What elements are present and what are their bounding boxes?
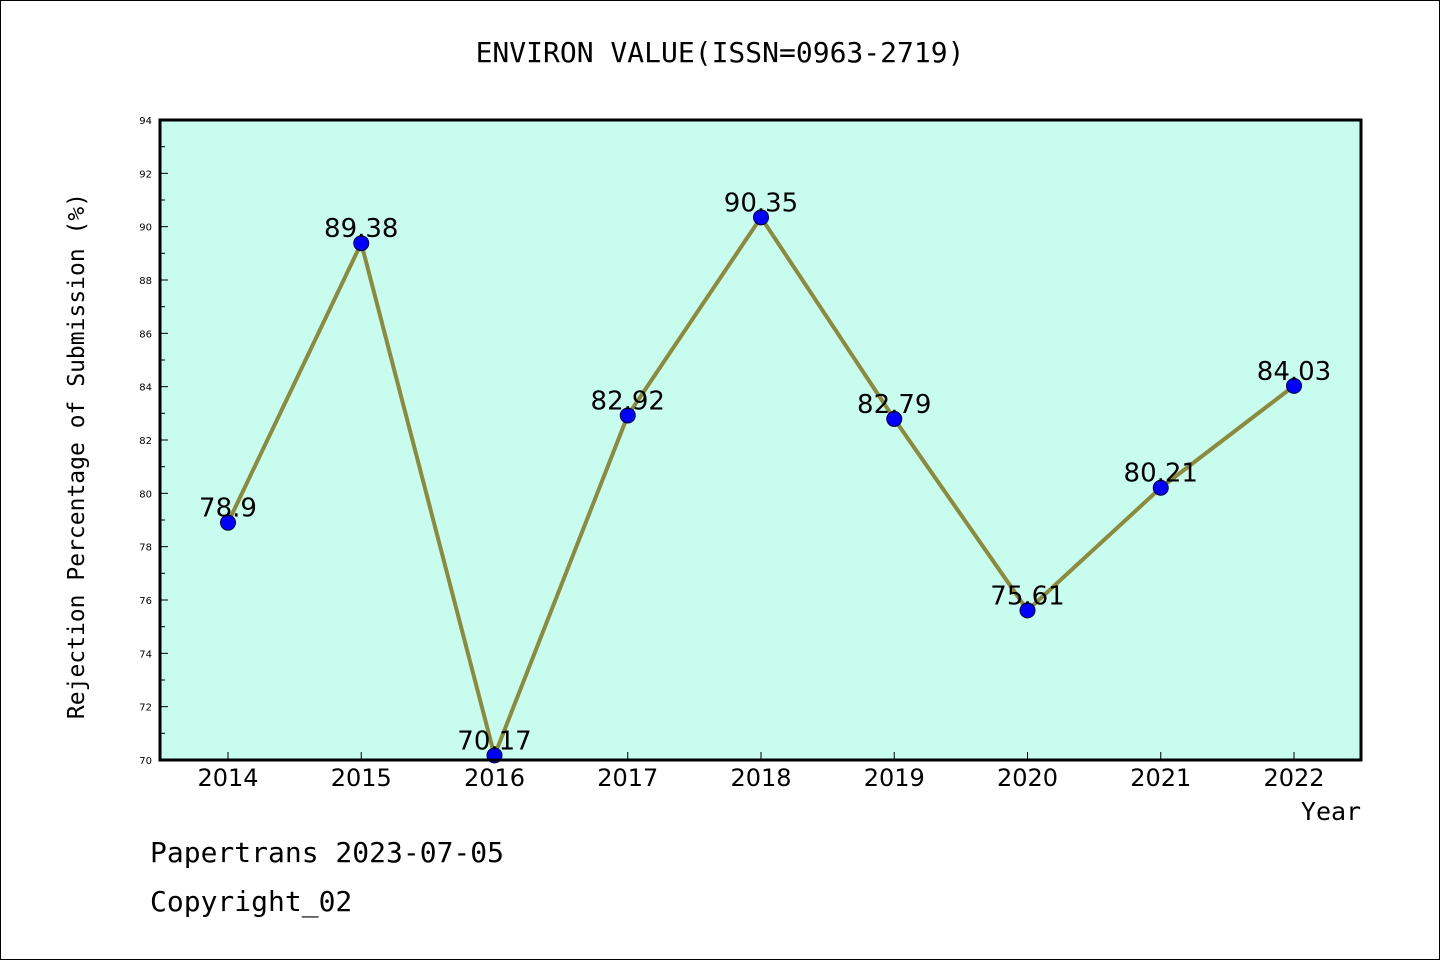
data-point [1019, 602, 1036, 619]
y-tick-label: 88 [139, 276, 152, 287]
y-tick-label: 92 [139, 169, 152, 180]
data-point [1152, 479, 1169, 496]
chart-title: ENVIRON VALUE(ISSN=0963-2719) [475, 36, 965, 69]
data-label: 84.03 [1257, 357, 1331, 387]
y-tick-label: 74 [139, 649, 152, 660]
y-tick-label: 84 [139, 383, 152, 394]
data-label: 82.92 [591, 386, 665, 416]
data-point [1286, 377, 1302, 394]
data-label: 89.38 [324, 214, 398, 244]
y-tick-label: 72 [139, 703, 152, 714]
data-label: 80.21 [1124, 459, 1198, 489]
footer-date: Papertrans 2023-07-05 [150, 836, 505, 869]
y-tick-label: 86 [139, 329, 152, 340]
footer-copyright: Copyright_02 [150, 885, 353, 918]
x-tick-label: 2020 [997, 764, 1058, 792]
data-point [353, 235, 370, 252]
x-tick-label: 2017 [597, 764, 658, 792]
data-labels: 78.9 89.38 70.17 82.92 90.35 82.79 75.61 80.21 8… [199, 188, 1331, 756]
x-tick-label: 2016 [464, 764, 525, 792]
data-point [220, 514, 236, 531]
x-tick-label: 2021 [1130, 764, 1191, 792]
x-tick-label: 2022 [1263, 764, 1324, 792]
x-tick-label: 2015 [331, 764, 392, 792]
y-tick-label: 94 [139, 116, 152, 127]
data-label: 78.9 [199, 494, 257, 524]
data-point [886, 410, 903, 427]
y-tick-label: 70 [139, 756, 152, 767]
plot-area [160, 120, 1361, 760]
x-tick-label: 2018 [730, 764, 791, 792]
data-label: 90.35 [724, 188, 798, 218]
x-tick-label: 2019 [864, 764, 925, 792]
data-markers [220, 209, 1302, 764]
plot-border [158, 118, 1363, 762]
y-tick-label: 82 [139, 436, 152, 447]
y-axis: 70 72 74 76 78 80 82 84 86 88 90 92 94 [139, 116, 168, 767]
x-axis-title: Year [1301, 797, 1361, 826]
y-tick-label: 90 [139, 223, 152, 234]
x-tick-label: 2014 [197, 764, 258, 792]
data-point [753, 209, 769, 226]
data-label: 82.79 [857, 390, 931, 420]
data-point [619, 407, 636, 424]
y-tick-label: 80 [139, 489, 152, 500]
y-tick-label: 78 [139, 543, 152, 554]
data-label: 75.61 [990, 581, 1064, 611]
y-axis-title: Rejection Percentage of Submission (%) [64, 193, 90, 719]
y-tick-label: 76 [139, 596, 152, 607]
x-axis: 2014 2015 2016 2017 2018 2019 2020 2021 2022 [197, 752, 1325, 792]
data-label: 70.17 [457, 726, 531, 756]
